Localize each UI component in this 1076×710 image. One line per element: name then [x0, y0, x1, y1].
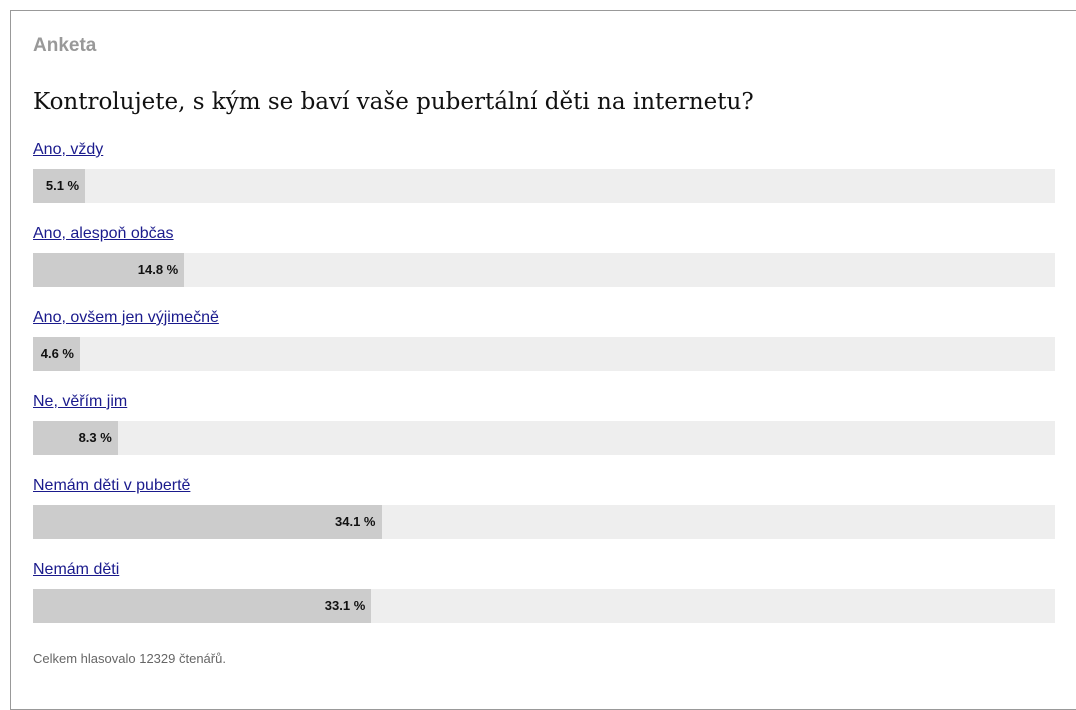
bar: 4.6 %: [33, 337, 80, 371]
percent-label: 8.3 %: [78, 430, 112, 445]
bar-track: 5.1 %: [33, 169, 1055, 203]
percent-label: 4.6 %: [40, 346, 74, 361]
bar: 8.3 %: [33, 421, 118, 455]
option-link[interactable]: Nemám děti v pubertě: [33, 477, 191, 494]
option: Nemám děti v pubertě 34.1 %: [33, 477, 1055, 539]
bar: 5.1 %: [33, 169, 86, 203]
vote-count: Celkem hlasovalo 12329 čtenářů.: [33, 651, 226, 666]
option: Ano, ovšem jen výjimečně 4.6 %: [33, 309, 1055, 371]
option: Ano, vždy 5.1 %: [33, 141, 1055, 203]
option-link[interactable]: Ne, věřím jim: [33, 393, 128, 410]
bar-track: 33.1 %: [33, 589, 1055, 623]
option-link[interactable]: Nemám děti: [33, 561, 120, 578]
bar-track: 14.8 %: [33, 253, 1055, 287]
bar-track: 4.6 %: [33, 337, 1055, 371]
bar: 33.1 %: [33, 589, 372, 623]
poll-question: Kontrolujete, s kým se baví vaše pubertá…: [33, 89, 754, 115]
option: Ne, věřím jim 8.3 %: [33, 393, 1055, 455]
poll-box: Anketa Kontrolujete, s kým se baví vaše …: [10, 10, 1076, 710]
percent-label: 5.1 %: [45, 178, 80, 193]
percent-label: 33.1 %: [324, 598, 366, 613]
page: Anketa Kontrolujete, s kým se baví vaše …: [10, 10, 1076, 710]
bar-track: 8.3 %: [33, 421, 1055, 455]
option-link[interactable]: Ano, ovšem jen výjimečně: [33, 309, 219, 326]
percent-label: 14.8 %: [137, 262, 179, 277]
bar-track: 34.1 %: [33, 505, 1055, 539]
option: Ano, alespoň občas 14.8 %: [33, 225, 1055, 287]
percent-label: 34.1 %: [335, 514, 376, 529]
option-link[interactable]: Ano, alespoň občas: [33, 225, 174, 242]
option: Nemám děti 33.1 %: [33, 561, 1055, 623]
bar: 14.8 %: [33, 253, 185, 287]
option-link[interactable]: Ano, vždy: [33, 141, 104, 158]
bar: 34.1 %: [33, 505, 382, 539]
poll-title: Anketa: [33, 35, 97, 56]
